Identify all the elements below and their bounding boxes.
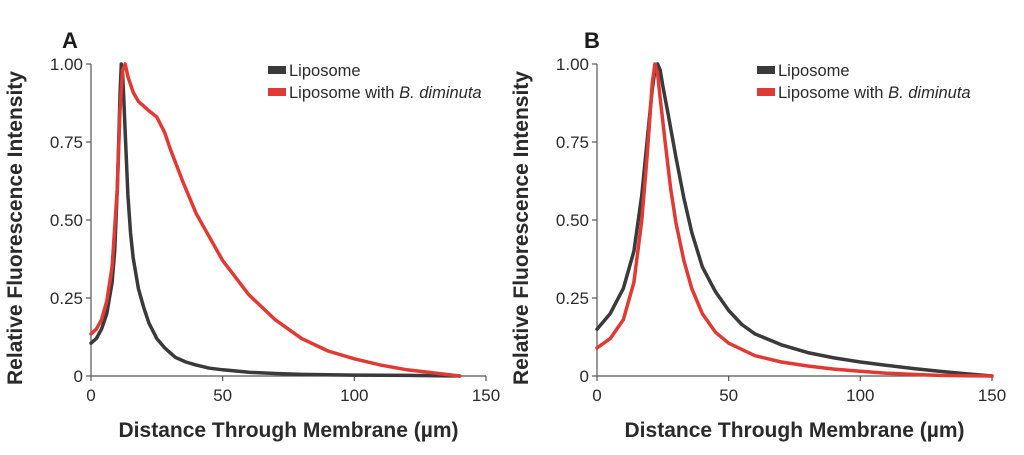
panel-a-x-axis-title: Distance Through Membrane (µm) xyxy=(119,419,459,442)
panel-b-y-tick-label: 1.00 xyxy=(556,55,589,74)
panel-a-series-line-liposome-with-b-diminuta xyxy=(89,62,462,378)
panel-a-letter: A xyxy=(62,28,78,53)
panel-b-x-tick-label: 150 xyxy=(978,386,1006,405)
panel-b-series-line-liposome xyxy=(595,62,994,378)
panel-a-legend-label: Liposome xyxy=(289,62,361,80)
panel-b-x-tick-label: 50 xyxy=(719,386,738,405)
panel-b-legend-swatch xyxy=(757,66,775,74)
panel-a-y-tick-label: 0.50 xyxy=(50,211,83,230)
panel-a-legend-swatch xyxy=(268,66,286,74)
panel-b-x-tick-label: 0 xyxy=(592,386,601,405)
panel-a-y-tick-label: 0.75 xyxy=(50,133,83,152)
panel-b-series-line-liposome-with-b-diminuta xyxy=(595,62,994,378)
panel-a-x-tick-label: 100 xyxy=(340,386,368,405)
panel-b-y-axis-title: Relative Fluorescence Intensity xyxy=(510,71,533,385)
panel-a-x-tick-label: 150 xyxy=(472,386,500,405)
panel-a-legend-label: Liposome with B. diminuta xyxy=(289,84,482,102)
panel-a-x-tick-label: 0 xyxy=(86,386,95,405)
panel-a-y-tick-label: 0.25 xyxy=(50,289,83,308)
panel-b-legend-label: Liposome with B. diminuta xyxy=(778,84,971,102)
panel-b: B 0 0.25 0.50 0.75 1.00 0 50 100 150 Distance Thro… xyxy=(510,28,1006,442)
panel-b-y-tick-label: 0.50 xyxy=(556,211,589,230)
panel-b-legend-label: Liposome xyxy=(778,62,850,80)
panel-b-letter: B xyxy=(584,28,600,53)
panel-b-x-axis-title: Distance Through Membrane (µm) xyxy=(625,419,965,442)
panel-b-y-tick-label: 0.75 xyxy=(556,133,589,152)
panel-b-legend-swatch xyxy=(757,88,775,96)
panel-b-x-tick-label: 100 xyxy=(846,386,874,405)
panel-b-y-tick-label: 0 xyxy=(580,367,589,386)
panel-a-y-tick-label: 1.00 xyxy=(50,55,83,74)
panel-a: A 0 0.25 0.50 0.75 1.00 0 50 100 150 Distance Thro… xyxy=(4,28,500,442)
panel-a-y-axis-title: Relative Fluorescence Intensity xyxy=(4,71,27,385)
panel-a-x-tick-label: 50 xyxy=(213,386,232,405)
panel-a-legend-swatch xyxy=(268,88,286,96)
panel-a-y-tick-label: 0 xyxy=(74,367,83,386)
panel-b-y-tick-label: 0.25 xyxy=(556,289,589,308)
